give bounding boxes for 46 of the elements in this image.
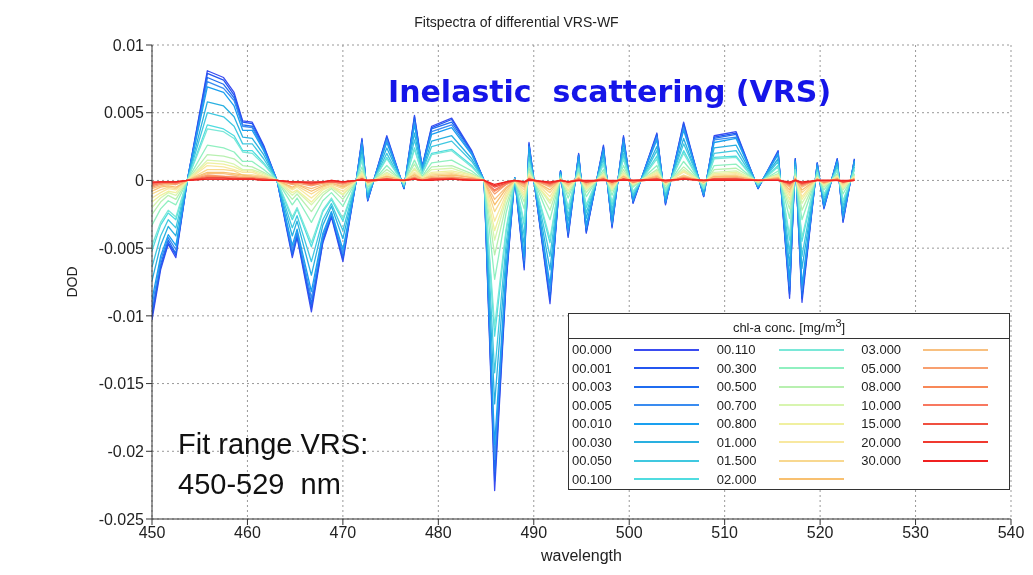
legend-label: 00.110: [716, 342, 757, 358]
y-tick-label: -0.01: [107, 307, 145, 325]
legend-label: 00.100: [572, 471, 613, 487]
legend-label: 02.000: [716, 471, 758, 487]
legend-label: 00.300: [716, 360, 758, 376]
legend-title: chl-a conc. [mg/m$^{3}$]: [732, 317, 846, 336]
x-tick-label: 450: [138, 524, 166, 542]
legend-label: 30.000: [861, 453, 903, 469]
x-axis-title: wavelength: [540, 547, 622, 564]
legend-label: 00.800: [716, 416, 758, 432]
legend-label: 01.500: [716, 453, 758, 469]
legend-label: 00.010: [572, 416, 613, 432]
y-tick-label: 0.005: [103, 104, 145, 122]
x-tick-label: 480: [424, 524, 452, 542]
x-tick-label: 530: [902, 524, 929, 542]
legend-label: 00.005: [572, 397, 613, 413]
chart-title: Fitspectra of differential VRS-WF: [413, 14, 620, 30]
y-tick-label: 0: [135, 172, 145, 190]
legend-label: 15.000: [861, 416, 903, 432]
legend-label: 00.500: [716, 379, 758, 395]
legend-label: 20.000: [861, 434, 903, 450]
x-tick-label: 510: [711, 524, 739, 542]
annotation: Fit range VRS: 450-529 nm: [178, 427, 369, 502]
legend-label: 00.000: [572, 342, 613, 358]
legend-label: 05.000: [861, 360, 903, 376]
x-tick-label: 540: [997, 524, 1025, 542]
x-tick-label: 500: [615, 524, 643, 542]
y-tick-label: 0.01: [112, 36, 145, 54]
legend-label: 00.003: [572, 379, 613, 395]
legend-label: 01.000: [716, 434, 758, 450]
legend-label: 00.050: [572, 453, 613, 469]
legend-label: 00.030: [572, 434, 613, 450]
y-tick-label: -0.015: [98, 375, 145, 393]
x-tick-label: 520: [806, 524, 834, 542]
annotation: Inelastic scattering (VRS): [388, 74, 832, 109]
legend-label: 00.001: [572, 360, 613, 376]
legend-label: 03.000: [861, 342, 903, 358]
legend-label: 08.000: [861, 379, 903, 395]
legend-label: 10.000: [861, 397, 903, 413]
x-tick-label: 490: [520, 524, 548, 542]
x-tick-label: 470: [329, 524, 357, 542]
y-tick-label: -0.02: [107, 442, 145, 460]
legend-label: 00.700: [716, 397, 758, 413]
y-axis-title: DOD: [63, 266, 80, 298]
x-tick-label: 460: [234, 524, 261, 542]
y-tick-label: -0.005: [98, 239, 145, 257]
